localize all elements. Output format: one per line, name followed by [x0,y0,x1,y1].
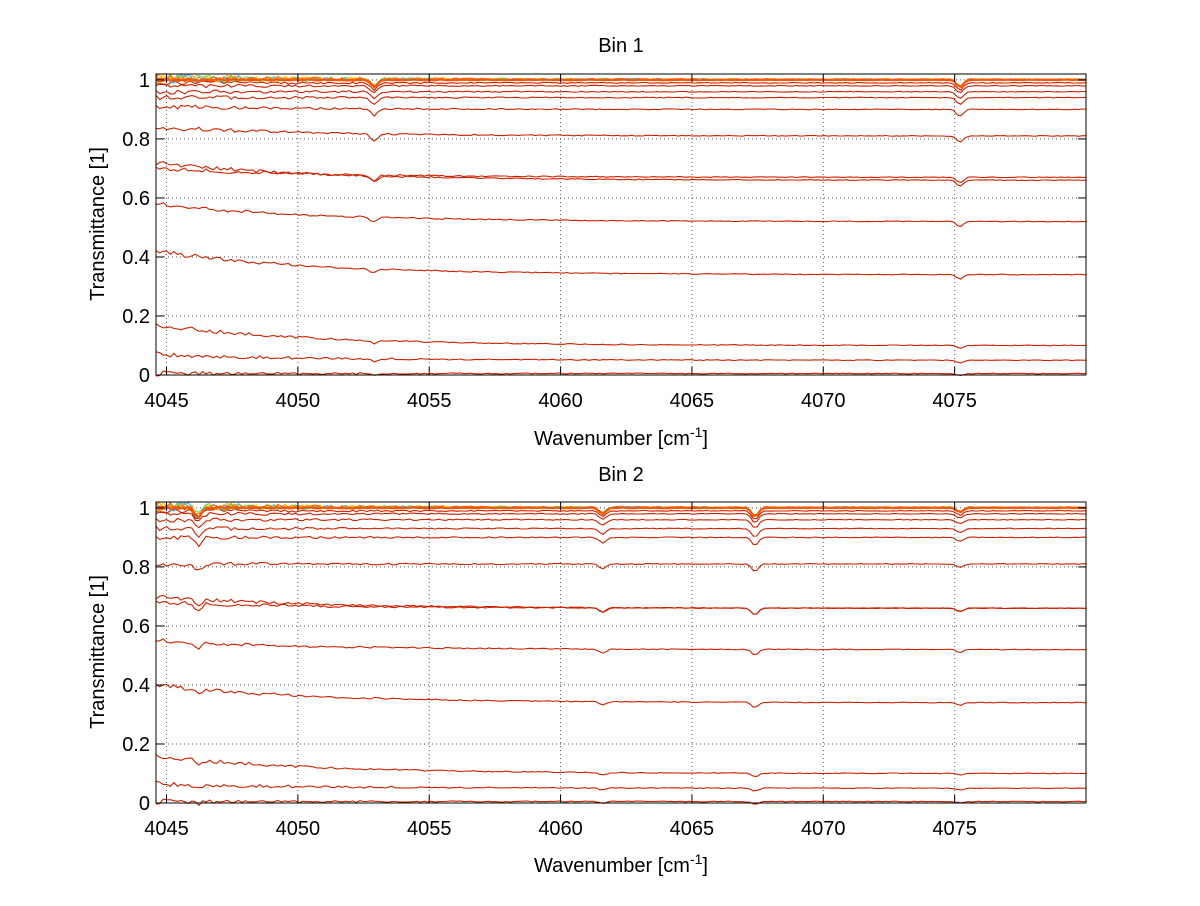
series-line [155,561,1087,572]
y-tick-label: 0.6 [122,616,150,638]
series-line [155,594,1087,615]
chart-title: Bin 1 [598,35,644,57]
y-tick-label: 0.4 [122,675,150,697]
plot-area [156,502,1086,803]
x-tick-label: 4065 [670,818,715,840]
plot-area [156,74,1086,375]
subplot-bin-2: Bin 2 Wavenumber [cm-1] Transmittance [1… [87,464,1087,877]
series-line [155,511,1087,523]
series-line [155,201,1086,228]
y-tick-label: 1 [139,498,150,520]
series-line [155,754,1086,778]
axes-frame [155,501,1087,804]
series-line [155,126,1087,143]
series-line [155,370,1087,377]
chart-title: Bin 2 [598,464,644,486]
y-tick-label: 0.8 [122,557,150,579]
series-line [155,77,1087,89]
series-line [155,83,1087,94]
series-line [155,517,1087,529]
series-line [155,525,1087,539]
y-tick-label: 0.8 [122,129,150,151]
y-tick-label: 1 [139,70,150,92]
y-tick-label: 0.2 [122,306,150,328]
series-line [155,89,1087,100]
x-axis-label: Wavenumber [cm-1] [534,424,708,450]
series-line [155,535,1087,548]
y-tick-label: 0 [139,365,150,387]
series-line [155,505,1087,520]
x-tick-label: 4070 [801,818,846,840]
x-tick-label: 4050 [276,818,321,840]
series-line [155,780,1087,792]
x-tick-label: 4060 [538,390,583,412]
series-line [155,508,1087,520]
series-line [155,80,1087,92]
y-axis-label: Transmittance [1] [87,147,109,301]
series-line [155,638,1087,656]
x-tick-label: 4060 [538,818,583,840]
series-line [155,798,1087,807]
x-tick-label: 4075 [932,818,977,840]
x-tick-label: 4075 [932,390,977,412]
y-tick-label: 0.4 [122,247,150,269]
x-tick-label: 4045 [144,818,189,840]
axes-frame [155,73,1087,376]
x-axis-label: Wavenumber [cm-1] [534,851,708,877]
series-line [155,94,1087,105]
y-axis-label: Transmittance [1] [87,575,109,729]
series-line [155,161,1087,187]
series-line [155,351,1087,364]
series-line [155,250,1087,280]
x-tick-label: 4045 [144,390,189,412]
x-tick-label: 4070 [801,390,846,412]
x-tick-label: 4055 [407,390,452,412]
series-line [155,323,1086,349]
y-tick-label: 0.6 [122,188,150,210]
series-line [155,683,1087,708]
x-tick-label: 4055 [407,818,452,840]
series-line [155,104,1087,117]
y-tick-label: 0 [139,793,150,815]
x-tick-label: 4065 [670,390,715,412]
x-tick-label: 4050 [276,390,321,412]
y-tick-label: 0.2 [122,734,150,756]
subplot-bin-1: Bin 1 Wavenumber [cm-1] Transmittance [1… [87,35,1087,450]
